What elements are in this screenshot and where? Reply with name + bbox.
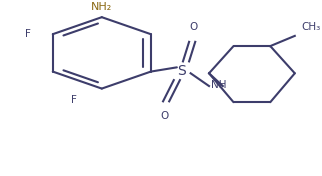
Text: NH: NH [211, 80, 226, 90]
Text: O: O [190, 23, 198, 33]
Text: NH₂: NH₂ [91, 2, 112, 12]
Text: F: F [71, 95, 77, 105]
Text: O: O [160, 111, 169, 121]
Text: CH₃: CH₃ [301, 23, 320, 33]
Text: F: F [25, 29, 31, 39]
Text: S: S [177, 64, 186, 78]
